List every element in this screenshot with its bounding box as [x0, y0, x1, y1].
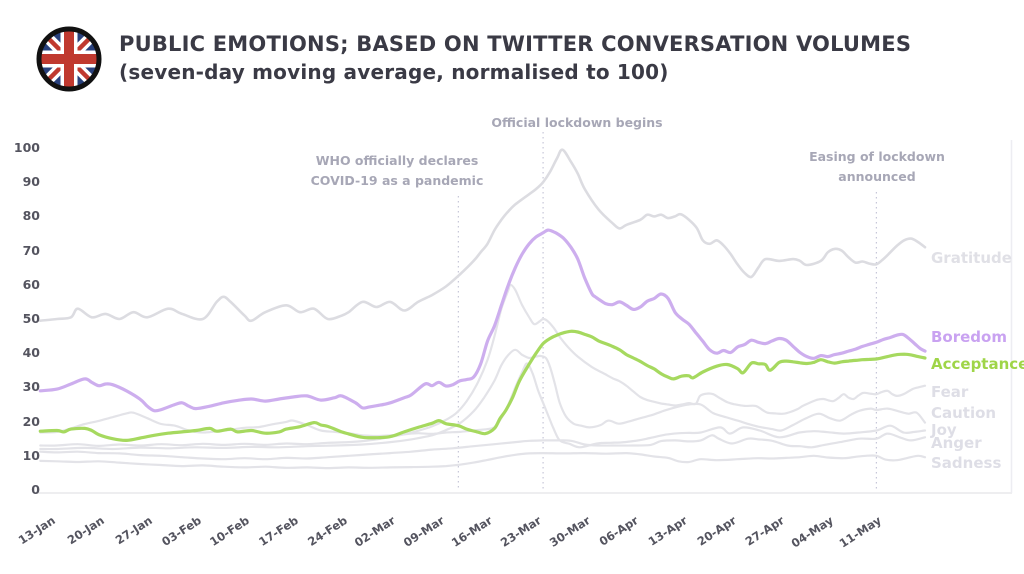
annotation-line: WHO officially declares	[315, 153, 479, 168]
series-line-boredom	[38, 228, 927, 413]
y-tick-20: 20	[22, 413, 40, 429]
annotation-line: COVID-19 as a pandemic	[310, 173, 484, 188]
chart-subtitle: (seven-day moving average, normalised to…	[119, 60, 669, 84]
annotation-line: Easing of lockdown	[809, 149, 945, 164]
title-block: PUBLIC EMOTIONS; BASED ON TWITTER CONVER…	[119, 30, 911, 86]
series-label-boredom: Boredom	[931, 328, 1007, 347]
series-line-gratitude	[39, 148, 927, 323]
annotation-who-pandemic: WHO officially declares COVID-19 as a pa…	[287, 151, 507, 191]
y-tick-100: 100	[13, 140, 40, 155]
annotation-line: Official lockdown begins	[491, 115, 663, 130]
y-tick-40: 40	[22, 345, 40, 361]
series-label-sadness: Sadness	[931, 453, 1002, 472]
annotation-line: announced	[838, 169, 916, 184]
chart-title: PUBLIC EMOTIONS; BASED ON TWITTER CONVER…	[119, 32, 912, 56]
y-tick-70: 70	[22, 242, 40, 258]
series-line-caution	[39, 348, 927, 451]
series-line-sadness	[39, 451, 927, 470]
series-label-gratitude: Gratitude	[931, 249, 1012, 268]
y-tick-50: 50	[22, 311, 40, 326]
series-lines	[38, 148, 927, 470]
series-label-caution: Caution	[931, 404, 997, 423]
event-dashed-lines	[457, 132, 877, 490]
series-label-anger: Anger	[931, 434, 982, 453]
y-tick-80: 80	[22, 208, 40, 224]
y-tick-0: 0	[31, 482, 40, 497]
annotation-easing-announced: Easing of lockdown announced	[767, 147, 987, 187]
y-tick-60: 60	[22, 276, 40, 292]
annotation-lockdown-begins: Official lockdown begins	[467, 113, 687, 133]
series-label-joy: Joy	[931, 421, 957, 440]
uk-flag-icon	[36, 26, 102, 92]
series-label-acceptance: Acceptance	[931, 355, 1024, 374]
y-tick-90: 90	[22, 174, 40, 190]
series-line-acceptance	[38, 329, 927, 443]
series-line-anger	[39, 432, 927, 461]
series-label-fear: Fear	[931, 382, 969, 401]
series-line-fear	[39, 283, 927, 447]
y-tick-30: 30	[22, 379, 40, 395]
y-tick-10: 10	[22, 447, 40, 463]
